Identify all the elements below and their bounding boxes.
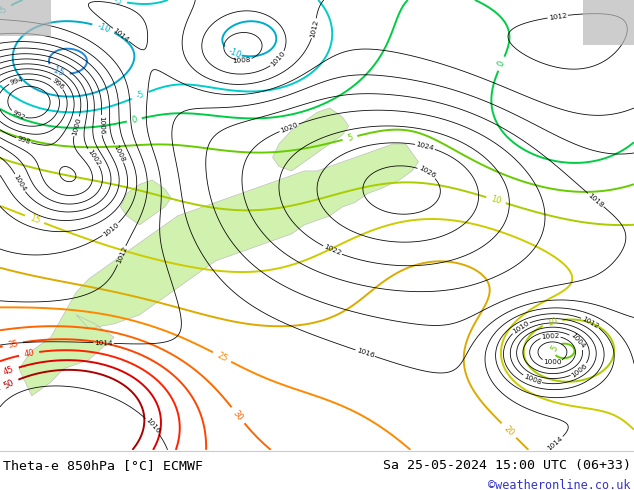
Text: 1024: 1024 bbox=[415, 141, 435, 151]
Text: 1002: 1002 bbox=[86, 148, 101, 167]
Polygon shape bbox=[273, 108, 349, 171]
Text: 1014: 1014 bbox=[546, 435, 564, 452]
Text: 1006: 1006 bbox=[571, 363, 588, 378]
Text: 1012: 1012 bbox=[548, 12, 567, 21]
Text: 1006: 1006 bbox=[98, 116, 105, 134]
Text: 998: 998 bbox=[16, 135, 31, 146]
Text: 5: 5 bbox=[346, 133, 354, 143]
Text: 1010: 1010 bbox=[269, 50, 287, 68]
Text: 1008: 1008 bbox=[232, 57, 251, 64]
Text: 10: 10 bbox=[546, 316, 559, 328]
Text: -15: -15 bbox=[50, 65, 66, 78]
Text: 1010: 1010 bbox=[102, 221, 120, 238]
Text: 1010: 1010 bbox=[511, 320, 530, 335]
Text: 1018: 1018 bbox=[587, 192, 605, 208]
Text: 1004: 1004 bbox=[569, 332, 586, 350]
Text: Sa 25-05-2024 15:00 UTC (06+33): Sa 25-05-2024 15:00 UTC (06+33) bbox=[383, 459, 631, 471]
Text: -10: -10 bbox=[96, 22, 112, 35]
Text: 1014: 1014 bbox=[112, 26, 130, 43]
Text: 5: 5 bbox=[550, 343, 560, 353]
Text: 45: 45 bbox=[3, 365, 16, 377]
Text: 1014: 1014 bbox=[94, 340, 113, 346]
Polygon shape bbox=[0, 0, 51, 36]
Text: 1008: 1008 bbox=[522, 373, 542, 386]
Text: 1012: 1012 bbox=[115, 245, 128, 265]
Text: ©weatheronline.co.uk: ©weatheronline.co.uk bbox=[488, 479, 631, 490]
Text: 20: 20 bbox=[502, 423, 516, 438]
Text: 996: 996 bbox=[50, 77, 65, 91]
Text: 1016: 1016 bbox=[145, 417, 161, 435]
Text: 1002: 1002 bbox=[541, 333, 560, 340]
Polygon shape bbox=[583, 0, 634, 45]
Text: Theta-e 850hPa [°C] ECMWF: Theta-e 850hPa [°C] ECMWF bbox=[3, 459, 203, 471]
Text: 25: 25 bbox=[216, 351, 229, 364]
Text: 40: 40 bbox=[23, 348, 35, 359]
Text: 1022: 1022 bbox=[323, 244, 342, 257]
Polygon shape bbox=[19, 144, 418, 396]
Text: 0: 0 bbox=[496, 59, 507, 68]
Text: 992: 992 bbox=[11, 109, 26, 121]
Text: 1000: 1000 bbox=[543, 359, 562, 366]
Text: 10: 10 bbox=[489, 195, 502, 206]
Text: -5: -5 bbox=[113, 0, 123, 6]
Text: -5: -5 bbox=[134, 90, 146, 101]
Text: 50: 50 bbox=[3, 378, 16, 391]
Text: -10: -10 bbox=[226, 47, 242, 60]
Text: 0: 0 bbox=[131, 115, 138, 125]
Text: 35: 35 bbox=[7, 339, 19, 349]
Text: 1016: 1016 bbox=[356, 347, 375, 359]
Text: 1008: 1008 bbox=[112, 144, 126, 163]
Text: 1004: 1004 bbox=[13, 173, 27, 193]
Text: -5: -5 bbox=[0, 4, 10, 17]
Polygon shape bbox=[120, 180, 171, 225]
Text: 1026: 1026 bbox=[417, 165, 436, 180]
Text: 30: 30 bbox=[231, 408, 245, 422]
Text: 1020: 1020 bbox=[280, 122, 299, 134]
Text: 1012: 1012 bbox=[581, 316, 600, 330]
Text: 15: 15 bbox=[28, 213, 41, 225]
Text: 1012: 1012 bbox=[309, 19, 320, 38]
Text: 994: 994 bbox=[9, 76, 24, 86]
Text: 1000: 1000 bbox=[71, 117, 82, 136]
